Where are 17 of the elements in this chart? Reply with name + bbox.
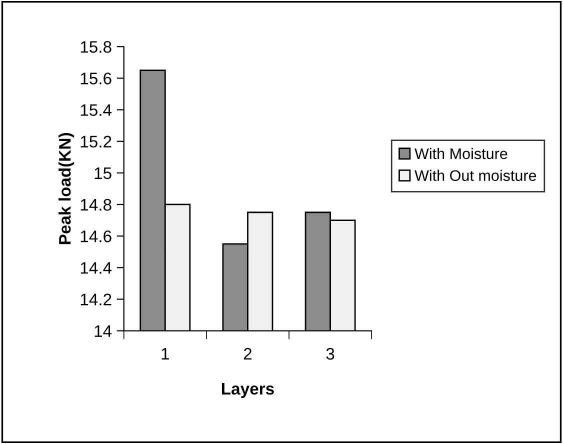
y-tick-label: 15.2 — [80, 136, 112, 148]
x-tick-label: 1 — [162, 348, 169, 360]
y-tick-label: 14.6 — [80, 230, 112, 242]
x-axis-title: Layers — [222, 383, 274, 398]
x-tick-label: 2 — [244, 348, 252, 360]
y-tick-label: 14.8 — [80, 198, 112, 211]
x-tick-label: 3 — [326, 348, 334, 360]
y-tick-label: 15.8 — [80, 41, 112, 53]
y-axis-title: Peak load(KN) — [58, 133, 74, 244]
y-tick-label: 14 — [94, 325, 112, 337]
y-tick-label: 15.4 — [80, 104, 112, 116]
legend-label: With Moisture — [414, 148, 508, 160]
y-tick-label: 14.4 — [80, 262, 112, 274]
y-tick-label: 14.2 — [80, 294, 112, 306]
y-tick-label: 15.6 — [80, 72, 112, 84]
legend-label: With Out moisture — [414, 170, 536, 182]
y-tick-label: 15 — [94, 167, 112, 180]
